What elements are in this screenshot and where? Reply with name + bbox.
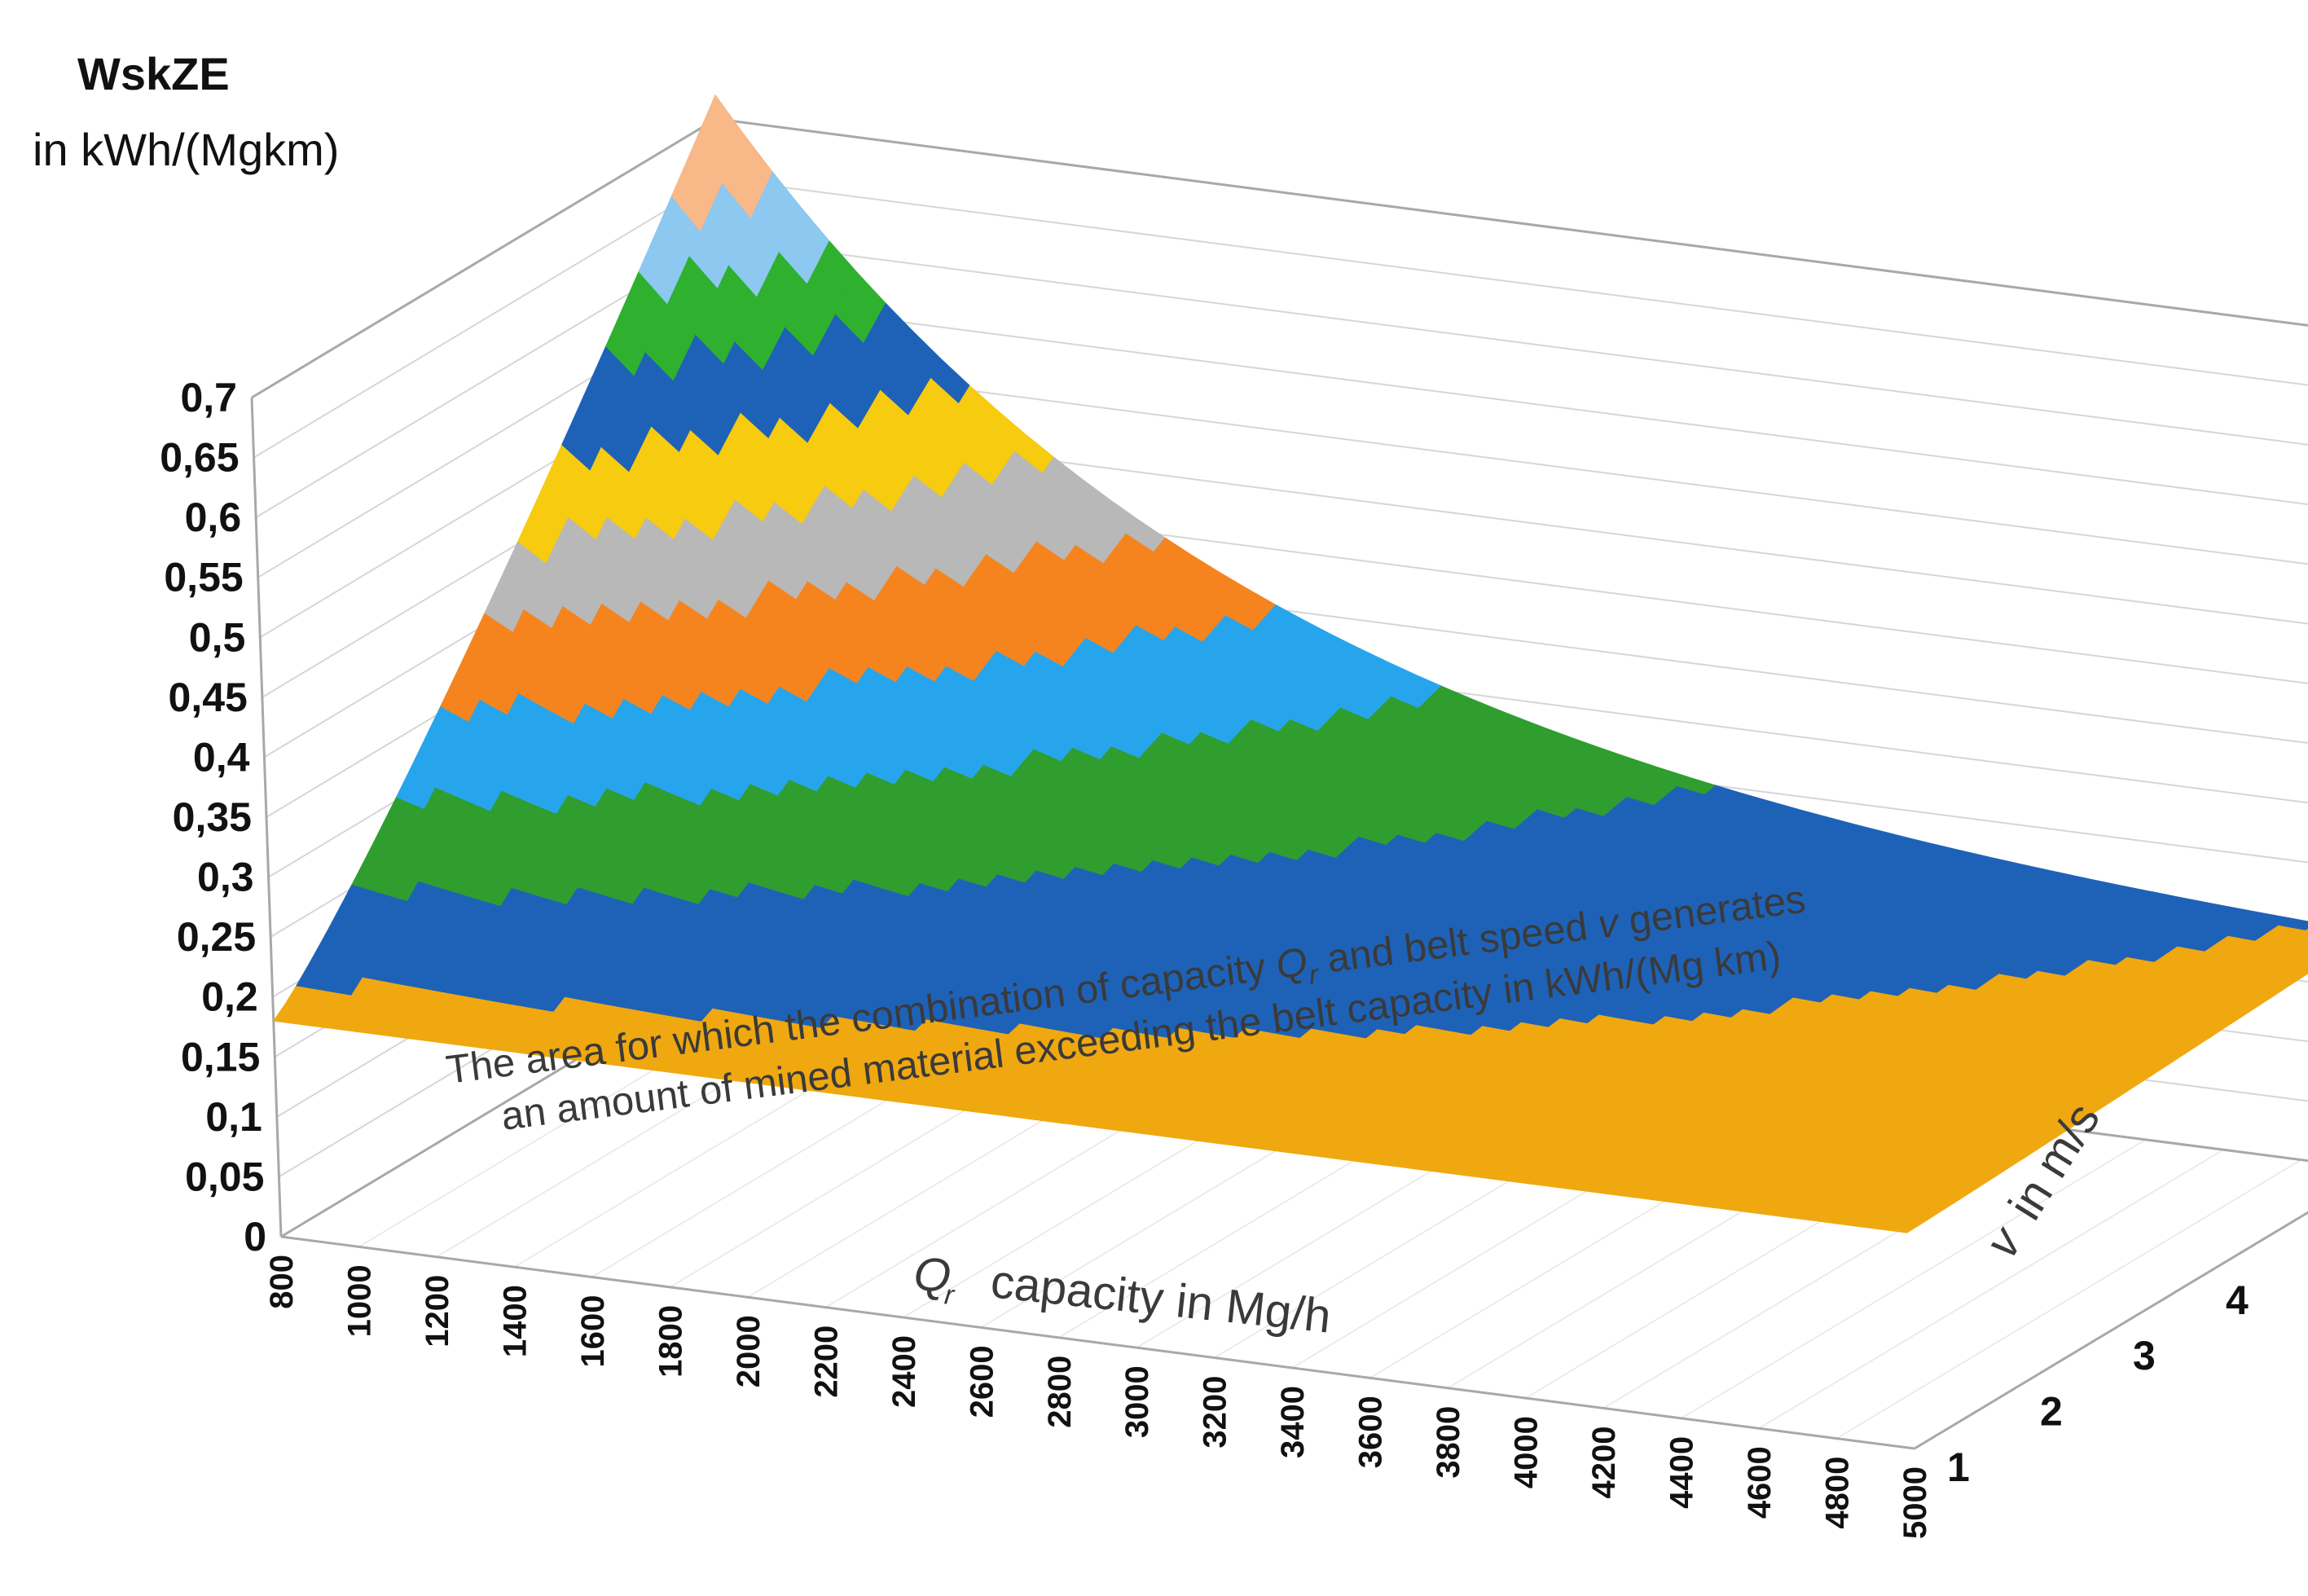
x-tick-label: 3400 [1275,1386,1311,1458]
z-tick-label: 0,25 [177,914,256,960]
x-tick-label: 4000 [1509,1416,1545,1488]
x-axis-label: capacity in Mg/h [988,1255,1334,1343]
x-axis-subscript: r [943,1279,956,1311]
y-tick-label: 3 [2133,1333,2156,1378]
x-tick-label: 1200 [420,1275,455,1348]
x-tick-label: 1400 [497,1285,533,1357]
gridline-x [1914,1211,2308,1449]
gridline-z [253,178,2308,459]
x-tick-label: 2000 [731,1315,767,1387]
z-axis-unit: in kWh/(Mgkm) [33,124,339,175]
z-tick-label: 0,55 [164,555,243,600]
x-tick-label: 3600 [1353,1396,1389,1468]
z-tick-label: 0,1 [205,1094,262,1140]
surface-plot [272,94,2308,1233]
z-axis-title: WskZE [77,48,230,99]
x-axis-title: Q r capacity in Mg/h [912,1246,1334,1343]
x-tick-label: 5000 [1897,1466,1933,1539]
x-tick-label: 4600 [1742,1446,1778,1519]
gridline-x [1758,1149,2224,1429]
z-tick-label: 0,7 [180,375,237,420]
z-tick-label: 0,45 [169,675,248,720]
x-tick-label: 4400 [1664,1436,1700,1509]
z-tick-label: 0,5 [189,614,246,660]
x-tick-label: 3200 [1198,1376,1233,1449]
gridline-x [1836,1159,2301,1440]
x-tick-label: 1800 [653,1305,688,1378]
axis-edge [280,1235,1915,1450]
axis-edge [251,117,717,399]
axis-edge [1914,1211,2308,1450]
x-tick-label: 4200 [1586,1427,1622,1499]
axis-edge [250,397,283,1238]
z-tick-label: 0,4 [193,734,250,780]
y-axis-ticks: 123456 [1947,1277,2249,1490]
z-tick-label: 0,6 [185,495,242,540]
z-tick-label: 0,35 [173,794,252,840]
y-tick-label: 1 [1947,1444,1970,1490]
z-tick-label: 0,3 [197,855,254,900]
axis-edge [715,117,2308,327]
x-tick-label: 2600 [964,1345,1000,1418]
z-tick-label: 0,15 [181,1034,260,1079]
z-tick-label: 0,2 [201,974,258,1020]
z-tick-label: 0,65 [160,435,239,481]
x-tick-label: 1000 [342,1264,378,1337]
x-tick-label: 3800 [1431,1406,1466,1479]
x-tick-label: 2200 [808,1326,844,1398]
y-tick-label: 2 [2040,1389,2063,1435]
x-tick-label: 3000 [1119,1365,1155,1438]
x-tick-label: 800 [264,1255,300,1309]
x-tick-label: 1600 [575,1295,611,1368]
gridline-z [251,117,2308,398]
z-axis-ticks: 0 0,05 0,1 0,15 0,2 0,25 0,3 0,35 0,4 0,45 0,5 0,55… [160,375,266,1260]
gridline-x [1681,1139,2146,1419]
x-tick-label: 4800 [1820,1457,1856,1529]
x-tick-label: 2800 [1042,1356,1078,1428]
z-tick-label: 0,05 [185,1154,264,1199]
z-tick-label: 0 [244,1214,266,1260]
annotation-symbol-q: Q [1273,940,1310,987]
y-tick-label: 4 [2226,1277,2249,1323]
x-tick-label: 2400 [886,1335,922,1408]
